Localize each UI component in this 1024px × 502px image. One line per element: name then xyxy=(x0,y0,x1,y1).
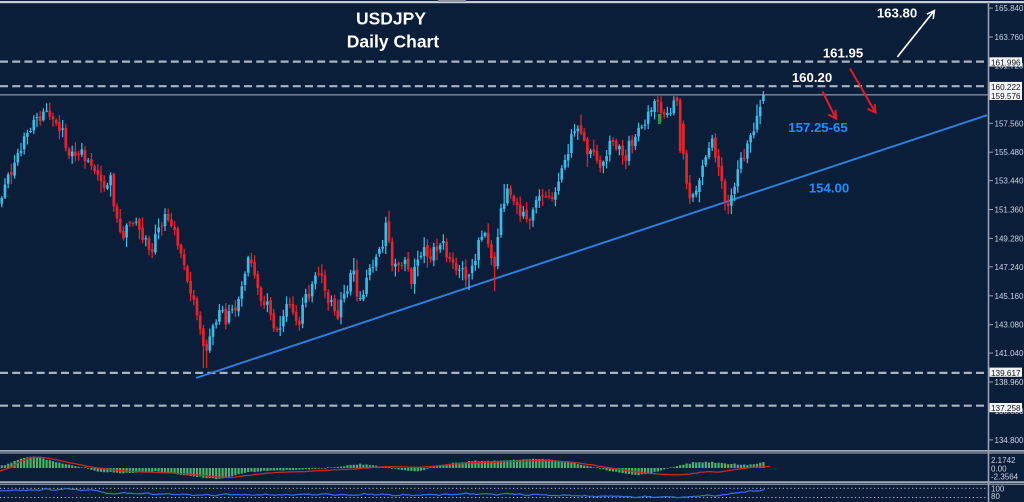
svg-text:163.80: 163.80 xyxy=(877,6,917,21)
svg-text:Daily Chart: Daily Chart xyxy=(347,32,440,52)
svg-text:165.840: 165.840 xyxy=(995,4,1024,13)
svg-text:147.240: 147.240 xyxy=(995,263,1024,272)
svg-text:80: 80 xyxy=(991,492,1000,501)
svg-text:149.280: 149.280 xyxy=(995,234,1024,243)
svg-text:154.00: 154.00 xyxy=(809,181,849,196)
svg-text:134.800: 134.800 xyxy=(995,436,1024,445)
svg-text:143.080: 143.080 xyxy=(995,321,1024,330)
svg-text:160.222: 160.222 xyxy=(991,83,1021,92)
svg-text:161.95: 161.95 xyxy=(823,46,863,61)
svg-text:USDJPY: USDJPY xyxy=(356,9,426,29)
svg-text:-2.3564: -2.3564 xyxy=(991,473,1019,482)
svg-text:155.480: 155.480 xyxy=(995,148,1024,157)
svg-text:137.258: 137.258 xyxy=(991,404,1021,413)
svg-text:145.160: 145.160 xyxy=(995,292,1024,301)
svg-text:159.576: 159.576 xyxy=(991,92,1021,101)
svg-text:153.440: 153.440 xyxy=(995,177,1024,186)
svg-text:160.20: 160.20 xyxy=(792,70,832,85)
svg-text:141.040: 141.040 xyxy=(995,349,1024,358)
svg-text:161.996: 161.996 xyxy=(991,59,1021,68)
svg-text:138.960: 138.960 xyxy=(995,378,1024,387)
svg-text:163.760: 163.760 xyxy=(995,33,1024,42)
svg-text:2.1742: 2.1742 xyxy=(991,456,1016,465)
svg-text:157.25-65: 157.25-65 xyxy=(788,120,847,135)
svg-text:100: 100 xyxy=(991,485,1005,494)
svg-text:0.00: 0.00 xyxy=(991,465,1007,474)
svg-text:139.617: 139.617 xyxy=(991,369,1021,378)
svg-text:151.360: 151.360 xyxy=(995,206,1024,215)
svg-text:157.560: 157.560 xyxy=(995,119,1024,128)
